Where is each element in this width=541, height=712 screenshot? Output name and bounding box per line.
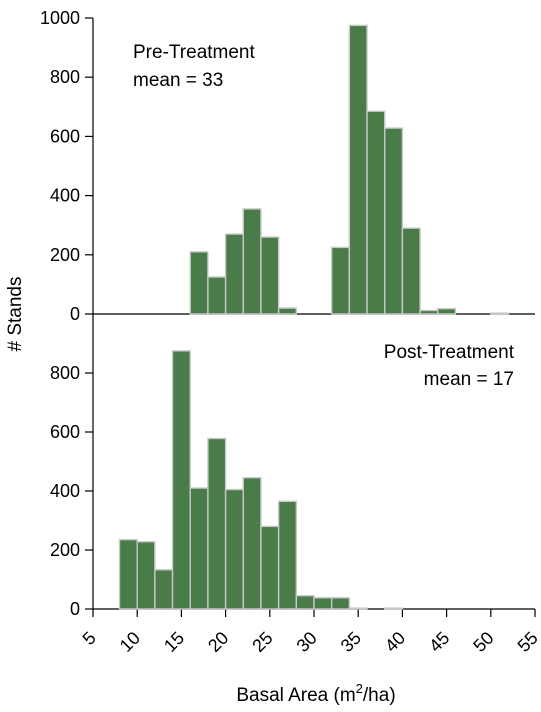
pre-bar-3 [242, 208, 262, 315]
post-y-tick-label-800: 800 [50, 363, 80, 383]
pre-bar-1 [207, 276, 227, 315]
post-y-tick-label-400: 400 [50, 481, 80, 501]
x-tick-label-5: 5 [79, 628, 100, 649]
pre-bar-11 [419, 309, 439, 315]
post-bar-4 [189, 487, 209, 610]
pre-treatment-bars [189, 24, 510, 315]
post-bar-9 [277, 500, 298, 610]
x-axis-title-superscript: 2 [356, 681, 363, 696]
pre-bar-10 [401, 227, 421, 315]
x-tick-label-40: 40 [381, 628, 409, 656]
x-tick-label-20: 20 [204, 628, 232, 656]
post-bar-2 [154, 569, 174, 610]
pre-bar-5 [277, 307, 298, 315]
pre-y-tick-label-0: 0 [70, 304, 80, 324]
pre-y-tick-label-800: 800 [50, 67, 80, 87]
post-bar-10 [295, 595, 315, 610]
post-treatment-bars [118, 350, 404, 610]
pre-bar-2 [224, 233, 244, 315]
pre-bar-7 [348, 24, 368, 315]
post-bar-1 [136, 541, 156, 610]
post-bar-5 [207, 437, 227, 610]
post-bar-7 [242, 477, 262, 610]
post-y-tick-label-200: 200 [50, 540, 80, 560]
pre-bar-4 [260, 236, 280, 315]
y-axis-title: # Stands [5, 277, 26, 352]
post-bar-11 [313, 597, 333, 610]
post-bar-6 [224, 488, 244, 610]
x-tick-label-15: 15 [160, 628, 188, 656]
post-bar-14 [384, 607, 404, 610]
post-bar-13 [348, 607, 368, 610]
pre-treatment-label: Pre-Treatment [133, 42, 255, 63]
x-tick-label-25: 25 [248, 628, 276, 656]
x-axis-title-main: Basal Area (m [236, 685, 355, 706]
x-tick-label-55: 55 [514, 628, 541, 656]
pre-treatment-mean: mean = 33 [133, 70, 223, 91]
post-y-tick-label-600: 600 [50, 422, 80, 442]
post-y-tick-label-0: 0 [70, 599, 80, 619]
pre-bar-9 [384, 127, 404, 315]
post-bar-3 [171, 350, 191, 610]
post-treatment-label: Post-Treatment [384, 342, 515, 363]
post-treatment-mean: mean = 17 [424, 369, 514, 390]
post-bar-12 [330, 597, 351, 610]
pre-bar-13 [490, 312, 510, 315]
pre-bar-0 [189, 251, 209, 315]
x-axis-title: Basal Area (m2/ha) [236, 681, 395, 706]
axes: 0 200 400 600 800 1000 0 200 400 600 800 5 10 15 20 25 3… [40, 8, 541, 656]
x-axis-title-unit: /ha) [363, 685, 396, 706]
x-tick-label-30: 30 [293, 628, 321, 656]
pre-y-tick-label-400: 400 [50, 186, 80, 206]
pre-bar-12 [437, 307, 457, 315]
pre-y-tick-label-1000: 1000 [40, 8, 80, 28]
pre-y-tick-label-600: 600 [50, 126, 80, 146]
pre-y-tick-label-200: 200 [50, 245, 80, 265]
x-tick-label-10: 10 [116, 628, 144, 656]
x-tick-label-50: 50 [469, 628, 497, 656]
post-bar-8 [260, 525, 280, 610]
x-tick-label-45: 45 [425, 628, 453, 656]
pre-bar-6 [330, 246, 351, 315]
post-bar-0 [118, 538, 138, 610]
x-tick-label-35: 35 [337, 628, 365, 656]
pre-bar-8 [366, 110, 386, 315]
